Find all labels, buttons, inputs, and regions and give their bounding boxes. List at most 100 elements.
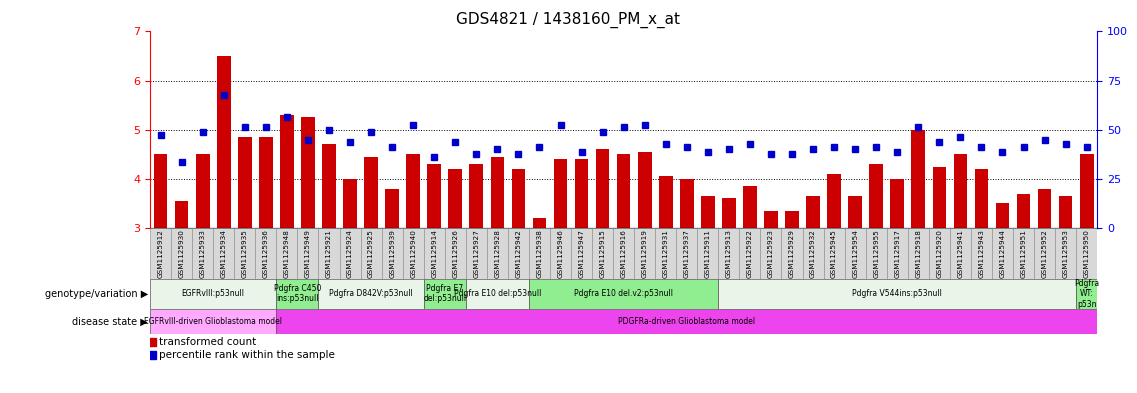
Text: GSM1125926: GSM1125926 <box>453 229 458 278</box>
Bar <box>301 118 315 228</box>
Text: GSM1125934: GSM1125934 <box>221 229 226 278</box>
Bar <box>596 149 609 228</box>
Text: GSM1125914: GSM1125914 <box>431 229 438 278</box>
Text: EGFRvIII:p53null: EGFRvIII:p53null <box>182 289 244 298</box>
Bar <box>1076 228 1097 279</box>
Text: PDGFRa-driven Glioblastoma model: PDGFRa-driven Glioblastoma model <box>619 317 755 326</box>
Text: Pdgfra D842V:p53null: Pdgfra D842V:p53null <box>330 289 413 298</box>
Text: GSM1125921: GSM1125921 <box>326 229 332 278</box>
Bar <box>1059 196 1072 228</box>
Bar <box>364 157 377 228</box>
Text: GSM1125916: GSM1125916 <box>621 229 626 278</box>
Bar <box>991 228 1013 279</box>
Text: GSM1125950: GSM1125950 <box>1084 229 1089 278</box>
Text: GSM1125943: GSM1125943 <box>979 229 985 278</box>
Bar <box>402 228 424 279</box>
Bar <box>238 137 251 228</box>
Text: GSM1125922: GSM1125922 <box>747 229 753 278</box>
Bar <box>340 228 360 279</box>
Bar <box>613 228 634 279</box>
Bar <box>448 169 462 228</box>
Text: disease state ▶: disease state ▶ <box>72 316 148 326</box>
Bar <box>406 154 420 228</box>
Bar <box>276 309 1097 334</box>
Bar <box>150 228 172 279</box>
Bar <box>554 159 567 228</box>
Text: GSM1125944: GSM1125944 <box>999 229 1005 278</box>
Bar <box>890 179 904 228</box>
Bar <box>385 189 399 228</box>
Bar <box>322 144 335 228</box>
Bar <box>428 164 441 228</box>
Text: GSM1125925: GSM1125925 <box>368 229 374 278</box>
Bar <box>280 115 293 228</box>
Bar <box>318 279 424 309</box>
Bar <box>638 152 652 228</box>
Bar <box>1080 154 1094 228</box>
Text: Pdgfra C450
ins:p53null: Pdgfra C450 ins:p53null <box>274 284 321 303</box>
Text: percentile rank within the sample: percentile rank within the sample <box>159 350 335 360</box>
Text: GSM1125917: GSM1125917 <box>895 229 901 278</box>
Bar <box>571 228 592 279</box>
Bar <box>298 228 318 279</box>
Text: Pdgfra V544ins:p53null: Pdgfra V544ins:p53null <box>853 289 943 298</box>
Bar <box>512 169 525 228</box>
Bar <box>616 154 631 228</box>
Bar <box>1016 193 1030 228</box>
Bar <box>424 228 445 279</box>
Bar <box>722 198 736 228</box>
Text: GSM1125929: GSM1125929 <box>789 229 795 278</box>
Text: GSM1125920: GSM1125920 <box>937 229 943 278</box>
Bar <box>932 167 946 228</box>
Text: GSM1125930: GSM1125930 <box>179 229 184 278</box>
Bar <box>702 196 715 228</box>
Bar <box>744 186 757 228</box>
Bar <box>803 228 823 279</box>
Text: Pdgfra E10 del:p53null: Pdgfra E10 del:p53null <box>454 289 541 298</box>
Bar <box>592 228 613 279</box>
Bar <box>677 228 697 279</box>
Bar <box>196 154 209 228</box>
Bar <box>845 228 865 279</box>
Bar <box>634 228 655 279</box>
Text: GSM1125951: GSM1125951 <box>1021 229 1027 278</box>
Text: GSM1125928: GSM1125928 <box>495 229 500 278</box>
Text: GSM1125952: GSM1125952 <box>1041 229 1047 278</box>
Bar <box>214 228 234 279</box>
Text: GSM1125945: GSM1125945 <box>831 229 837 278</box>
Bar <box>175 201 189 228</box>
Bar <box>974 169 988 228</box>
Text: Pdgfra E7
del:p53null: Pdgfra E7 del:p53null <box>423 284 466 303</box>
Text: GSM1125946: GSM1125946 <box>557 229 564 278</box>
Bar <box>971 228 991 279</box>
Bar <box>659 176 673 228</box>
Bar <box>1034 228 1055 279</box>
Bar <box>172 228 192 279</box>
Bar <box>1013 228 1034 279</box>
Bar <box>150 279 276 309</box>
Bar <box>508 228 529 279</box>
Bar <box>192 228 214 279</box>
Bar <box>697 228 719 279</box>
Text: GSM1125912: GSM1125912 <box>158 229 164 278</box>
Text: GSM1125924: GSM1125924 <box>347 229 352 278</box>
Text: EGFRvIII-driven Glioblastoma model: EGFRvIII-driven Glioblastoma model <box>144 317 282 326</box>
Bar <box>150 309 276 334</box>
Text: GSM1125939: GSM1125939 <box>389 229 396 278</box>
Bar <box>781 228 803 279</box>
Bar <box>445 228 466 279</box>
Text: GSM1125949: GSM1125949 <box>305 229 310 278</box>
Bar <box>954 154 968 228</box>
Bar <box>487 228 508 279</box>
Text: GSM1125936: GSM1125936 <box>263 229 268 278</box>
Bar <box>907 228 929 279</box>
Text: Pdgfra E10 del.v2:p53null: Pdgfra E10 del.v2:p53null <box>574 289 673 298</box>
Bar <box>823 228 845 279</box>
Text: GSM1125948: GSM1125948 <box>284 229 290 278</box>
Text: GSM1125953: GSM1125953 <box>1063 229 1069 278</box>
Text: GSM1125911: GSM1125911 <box>705 229 711 278</box>
Text: Pdgfra
WT:
p53n: Pdgfra WT: p53n <box>1074 279 1099 309</box>
Bar <box>256 228 276 279</box>
Bar <box>276 228 298 279</box>
Text: GSM1125931: GSM1125931 <box>663 229 669 278</box>
